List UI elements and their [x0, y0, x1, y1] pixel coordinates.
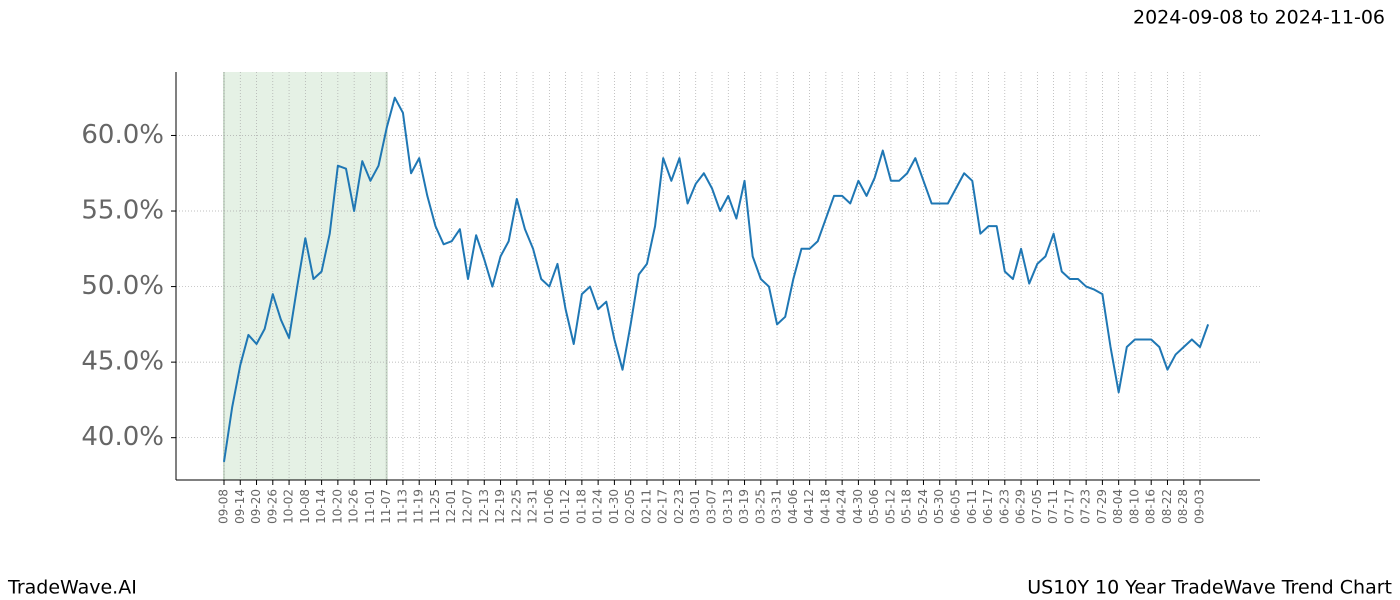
plot-area: 40.0% 45.0% 50.0% 55.0% 60.0% 09-08 09-14 09-20…: [81, 72, 1260, 524]
x-tick-label: 03-31: [770, 489, 784, 524]
x-tick-label: 06-11: [965, 489, 979, 524]
x-tick-label: 05-24: [916, 489, 930, 524]
x-tick-label: 01-30: [607, 489, 621, 524]
x-tick-label: 11-25: [428, 489, 442, 524]
x-tick-label: 12-31: [526, 489, 540, 524]
x-tick-label: 06-05: [949, 489, 963, 524]
x-tick-label: 03-01: [688, 489, 702, 524]
x-tick-label: 04-24: [835, 489, 849, 524]
date-range: 2024-09-08 to 2024-11-06: [1133, 7, 1385, 29]
x-tick-label: 08-04: [1111, 489, 1125, 524]
x-tick-label: 04-30: [851, 489, 865, 524]
x-tick-label: 07-11: [1046, 489, 1060, 524]
x-tick-label: 10-26: [347, 489, 361, 524]
y-tick-label: 50.0%: [81, 271, 164, 301]
x-tick-label: 05-12: [883, 489, 897, 524]
x-tick-label: 09-20: [249, 489, 263, 524]
x-tick-label: 03-13: [721, 489, 735, 524]
x-tick-label: 08-28: [1176, 489, 1190, 524]
x-tick-label: 05-06: [867, 489, 881, 524]
x-tick-label: 11-19: [412, 489, 426, 524]
brand: TradeWave.AI: [7, 577, 137, 599]
y-tick-label: 55.0%: [81, 196, 164, 226]
x-tick-label: 11-07: [379, 489, 393, 524]
x-tick-label: 01-12: [558, 489, 572, 524]
x-tick-label: 07-17: [1062, 489, 1076, 524]
x-tick-label: 03-19: [737, 489, 751, 524]
x-tick-label: 12-19: [493, 489, 507, 524]
x-tick-label: 04-12: [802, 489, 816, 524]
x-tick-label: 10-08: [298, 489, 312, 524]
chart-title: US10Y 10 Year TradeWave Trend Chart: [1027, 577, 1392, 599]
x-tick-label: 02-11: [639, 489, 653, 524]
y-tick-label: 45.0%: [81, 347, 164, 377]
x-tick-label: 09-14: [233, 489, 247, 524]
x-tick-label: 06-23: [997, 489, 1011, 524]
x-tick-label: 12-01: [444, 489, 458, 524]
x-tick-label: 09-03: [1193, 489, 1207, 524]
x-tick-label: 04-18: [818, 489, 832, 524]
series-line: [223, 96, 1210, 463]
x-tick-label: 10-02: [282, 489, 296, 524]
x-tick-label: 01-06: [542, 489, 556, 524]
x-tick-label: 09-08: [217, 489, 231, 524]
x-tick-label: 08-16: [1144, 489, 1158, 524]
x-tick-label: 01-24: [591, 489, 605, 524]
x-tick-label: 08-10: [1127, 489, 1141, 524]
x-tick-label: 04-06: [786, 489, 800, 524]
x-tick-label: 09-26: [265, 489, 279, 524]
x-tick-label: 07-23: [1079, 489, 1093, 524]
x-tick-label: 12-07: [461, 489, 475, 524]
x-tick-label: 07-29: [1095, 489, 1109, 524]
x-tick-label: 06-29: [1014, 489, 1028, 524]
y-tick-label: 40.0%: [81, 422, 164, 452]
x-tick-label: 03-07: [705, 489, 719, 524]
x-tick-label: 02-17: [656, 489, 670, 524]
x-tick-label: 03-25: [753, 489, 767, 524]
x-tick-label: 01-18: [574, 489, 588, 524]
x-tick-label: 06-17: [981, 489, 995, 524]
x-tick-label: 12-13: [477, 489, 491, 524]
x-tick-label: 05-18: [900, 489, 914, 524]
x-tick-label: 10-20: [330, 489, 344, 524]
x-tick-label: 12-25: [509, 489, 523, 524]
x-tick-label: 07-05: [1030, 489, 1044, 524]
x-tick-label: 05-30: [932, 489, 946, 524]
y-tick-label: 60.0%: [81, 120, 164, 150]
x-tick-label: 08-22: [1160, 489, 1174, 524]
x-tick-label: 02-05: [623, 489, 637, 524]
x-tick-label: 10-14: [314, 489, 328, 524]
x-tick-label: 11-01: [363, 489, 377, 524]
x-tick-label: 11-13: [395, 489, 409, 524]
x-tick-label: 02-23: [672, 489, 686, 524]
